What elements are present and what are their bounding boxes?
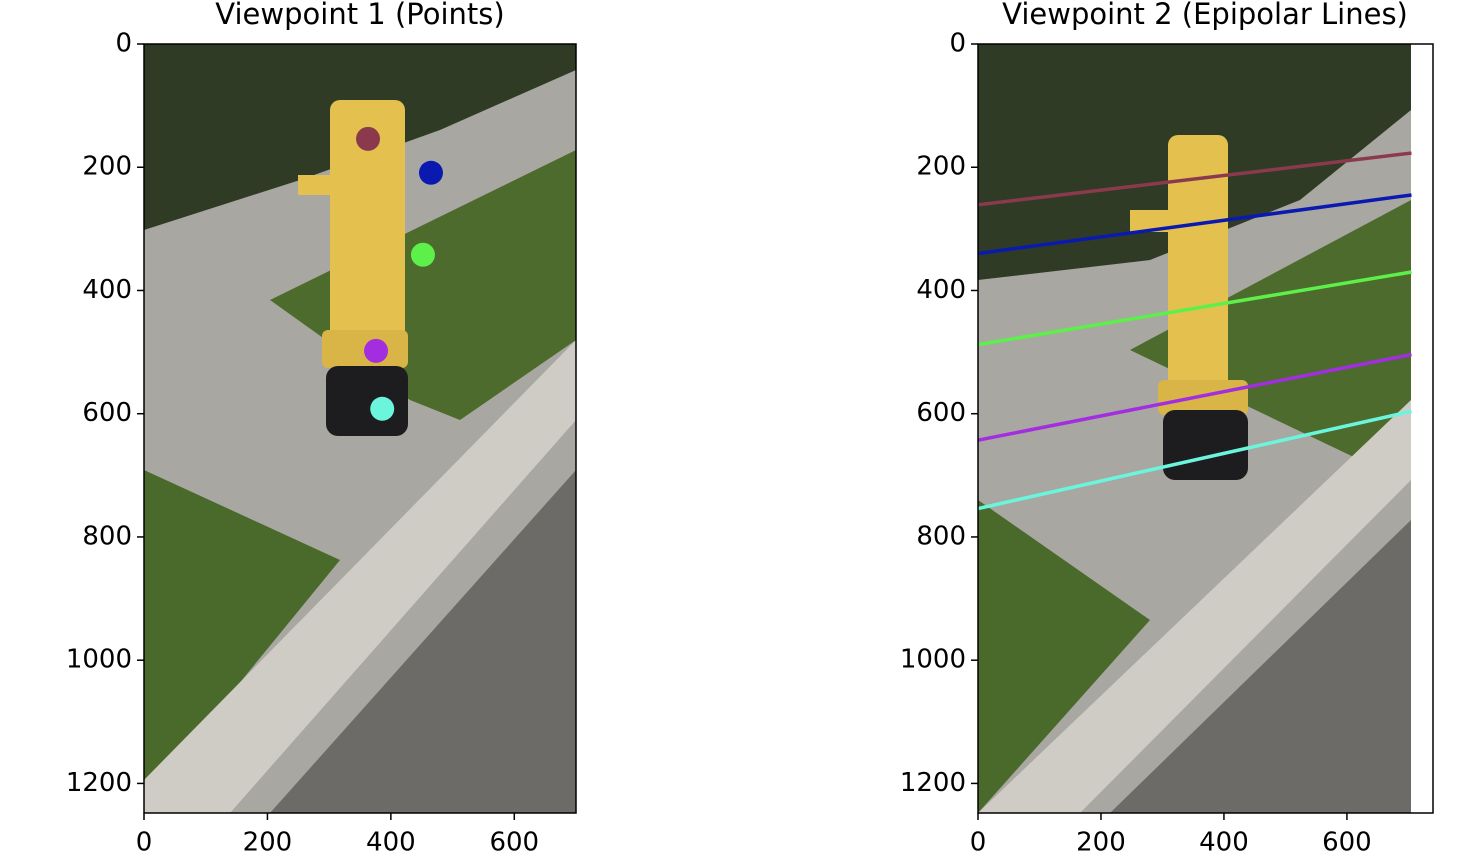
y-tick-label: 200 — [916, 152, 966, 182]
y-tick-label: 1000 — [900, 645, 966, 675]
chart-title: Viewpoint 1 (Points) — [215, 0, 504, 31]
y-tick-label: 600 — [82, 398, 132, 428]
y-tick-label: 600 — [916, 398, 966, 428]
photo-1 — [144, 44, 576, 813]
point — [370, 396, 395, 421]
x-tick-label: 600 — [489, 828, 539, 857]
axes-frame — [977, 43, 1434, 814]
epipolar-line — [977, 270, 1412, 347]
x-tick-label: 200 — [1076, 828, 1126, 857]
epipolar-line — [977, 352, 1412, 442]
photo-2 — [978, 44, 1411, 813]
y-tick-label: 800 — [82, 521, 132, 551]
point — [356, 126, 381, 151]
x-tick-label: 0 — [970, 828, 987, 857]
y-tick-label: 1200 — [900, 768, 966, 798]
x-tick-label: 0 — [136, 828, 153, 857]
point — [364, 338, 389, 363]
epipolar-line — [977, 193, 1412, 256]
epipolar-line — [977, 151, 1412, 207]
point — [418, 160, 443, 185]
y-tick-label: 1200 — [66, 768, 132, 798]
epipolar-line — [977, 409, 1412, 511]
point — [410, 242, 435, 267]
y-tick-label: 800 — [916, 521, 966, 551]
x-tick-label: 600 — [1322, 828, 1372, 857]
y-tick-label: 400 — [82, 275, 132, 305]
x-tick-label: 400 — [1199, 828, 1249, 857]
y-tick-label: 200 — [82, 152, 132, 182]
y-tick-label: 0 — [115, 29, 132, 59]
y-tick-label: 0 — [949, 29, 966, 59]
chart-title: Viewpoint 2 (Epipolar Lines) — [1002, 0, 1408, 31]
axes-frame — [143, 43, 577, 814]
y-tick-label: 400 — [916, 275, 966, 305]
x-tick-label: 400 — [366, 828, 416, 857]
y-tick-label: 1000 — [66, 645, 132, 675]
x-tick-label: 200 — [243, 828, 293, 857]
